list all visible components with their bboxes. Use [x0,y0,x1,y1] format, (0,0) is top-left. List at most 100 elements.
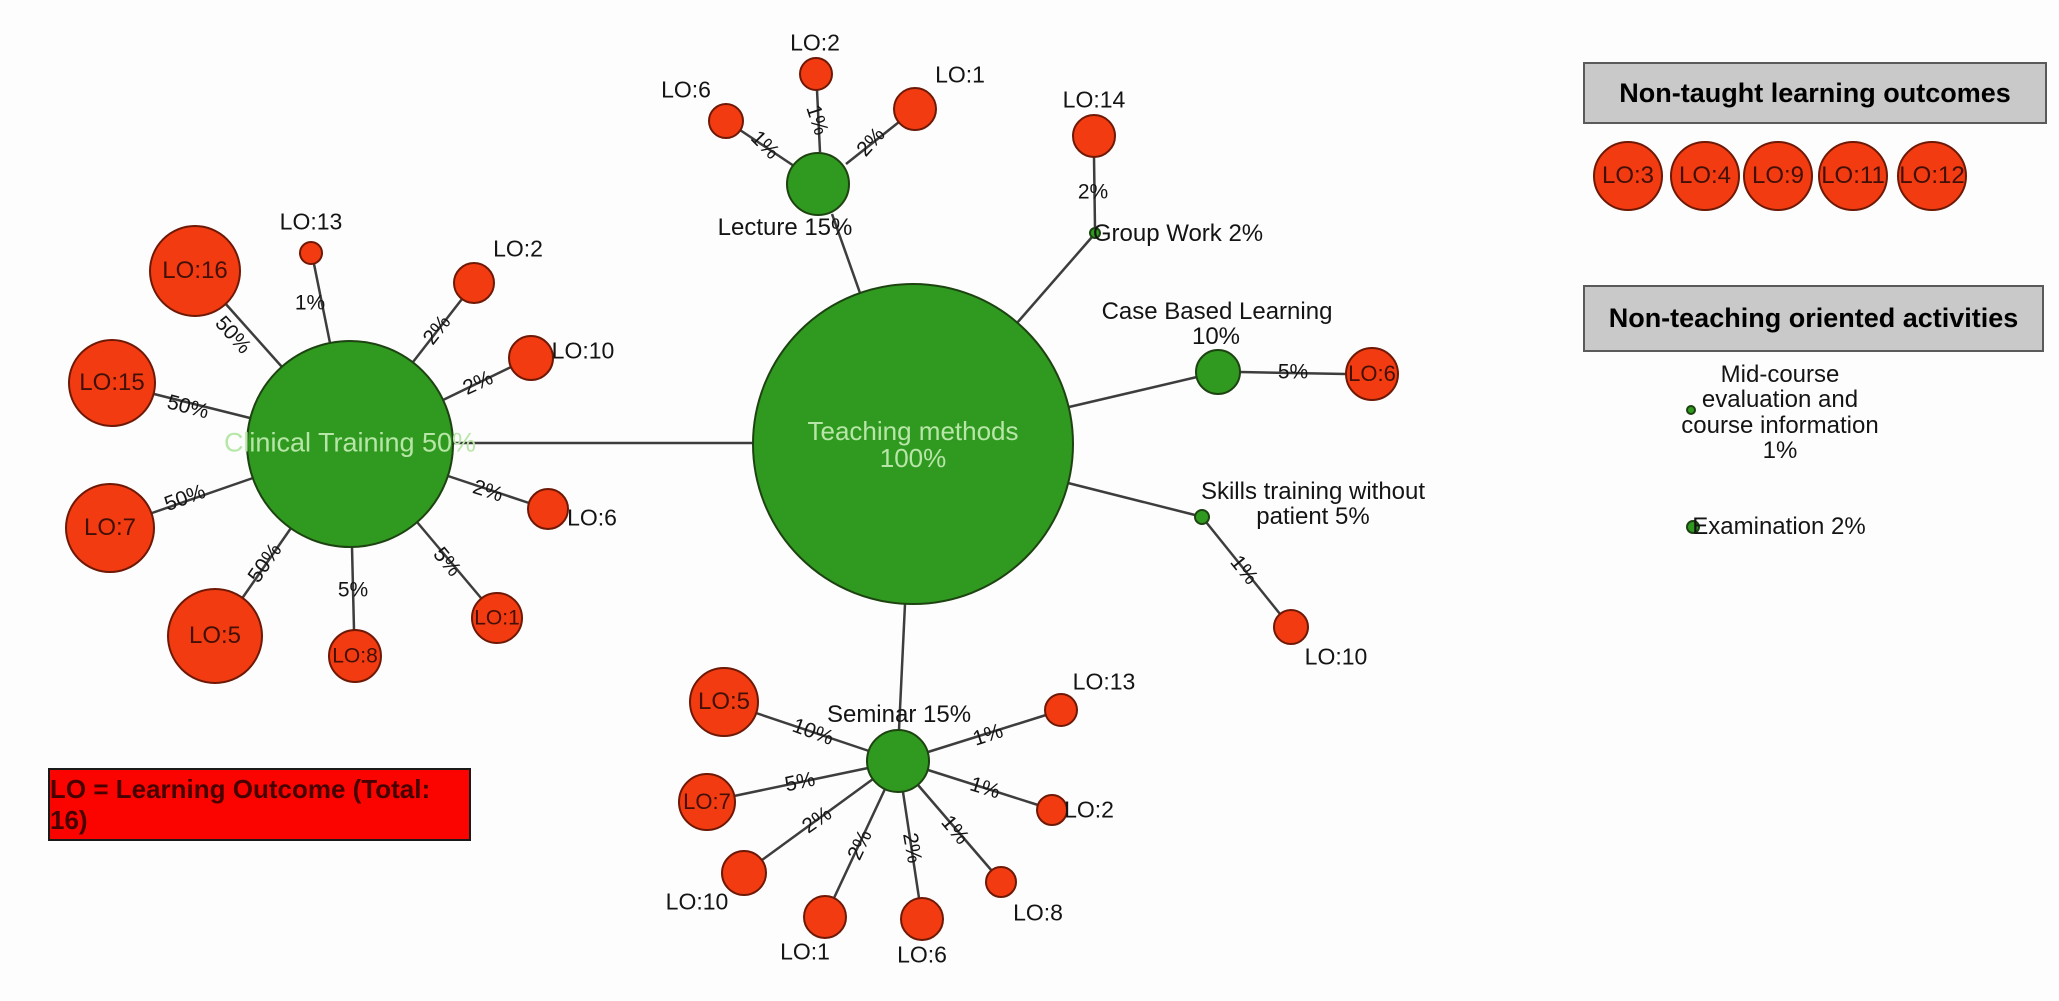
node-examination-dot [1686,520,1700,534]
clinical-lo7-label: LO:7 [83,514,137,541]
edge-clinical-lo6 [447,474,530,505]
cbl-lo6-label: LO:6 [1348,361,1396,386]
clinical-training-label: Clinical Training 50% [223,427,477,458]
node-seminar-lo5 [689,667,759,737]
edge-teaching-lecture [830,213,862,294]
node-lecture-lo2 [799,57,833,91]
node-skills-training [1194,509,1210,525]
clinical-lo8-pct: 5% [337,578,369,602]
seminar-lo10-label: LO:10 [665,888,729,915]
edge-cbl-lo6 [1239,370,1347,376]
skills-label-line2: patient 5% [1256,503,1370,530]
seminar-lo5-label: LO:5 [697,688,751,715]
edge-seminar-lo2 [927,768,1039,807]
seminar-lo7-label: LO:7 [683,789,731,814]
nontaught-lo9-label: LO:9 [1751,162,1805,189]
edge-clinical-lo5 [239,527,293,601]
edge-clinical-lo7 [151,476,254,515]
cbl-label-line2: 10% [1191,323,1241,350]
node-clinical-lo15 [68,339,156,427]
node-seminar-lo8 [985,866,1017,898]
non-teaching-title: Non-teaching oriented activities [1608,303,2019,333]
legend-text: LO = Learning Outcome (Total: 16) [50,773,431,835]
node-lecture [786,152,850,216]
edge-clinical-lo13 [312,263,332,344]
edge-seminar-lo13 [927,713,1047,754]
outcome-nodes [65,57,1967,941]
node-group-work [1089,227,1101,239]
node-clinical-lo5 [167,588,263,684]
nontaught-lo4-label: LO:4 [1678,162,1732,189]
node-clinical-lo2 [453,262,495,304]
teaching-methods-label-line2: 100% [879,443,947,473]
non-taught-header: Non-taught learning outcomes [1583,62,2047,124]
node-seminar-lo6 [900,897,944,941]
node-clinical-lo10 [508,335,554,381]
non-taught-title: Non-taught learning outcomes [1619,77,2011,108]
node-seminar-lo2 [1036,794,1068,826]
seminar-lo6-label: LO:6 [897,941,947,968]
clinical-lo1-label: LO:1 [474,606,520,630]
edge-teaching-skills [1067,481,1196,517]
node-clinical-lo7 [65,483,155,573]
midcourse-line2: evaluation and [1701,386,1859,413]
node-case-based-learning [1195,349,1241,395]
nontaught-lo12-label: LO:12 [1899,162,1965,189]
node-nontaught-lo3 [1593,141,1663,211]
cbl-lo6-pct: 5% [1277,360,1309,384]
seminar-lo13-label: LO:13 [1072,668,1136,695]
edge-seminar-lo8 [917,784,993,872]
clinical-lo5-label: LO:5 [188,622,242,649]
clinical-lo6-label: LO:6 [567,504,617,531]
edge-teaching-cbl [1068,375,1198,409]
midcourse-line3: course information [1681,412,1879,439]
seminar-lo6-pct: 2% [898,831,926,865]
midcourse-line1: Mid-course [1720,361,1840,388]
edge-seminar-lo10 [761,777,874,862]
clinical-lo8-label: LO:8 [332,644,378,668]
edge-seminar-lo6 [901,791,921,899]
nontaught-lo11-label: LO:11 [1821,162,1885,189]
node-clinical-lo13 [299,241,323,265]
node-seminar [866,729,930,793]
edge-lecture-lo1 [845,121,900,165]
nontaught-lo3-label: LO:3 [1601,162,1655,189]
clinical-lo15-label: LO:15 [79,369,145,396]
node-nontaught-lo4 [1670,141,1740,211]
edge-clinical-lo15 [153,392,251,420]
edge-clinical-lo2 [412,298,463,363]
node-nontaught-lo9 [1743,141,1813,211]
node-cbl-lo6 [1345,347,1399,401]
seminar-label: Seminar 15% [826,701,972,728]
cbl-label-line1: Case Based Learning [1101,298,1333,325]
node-clinical-lo6 [527,488,569,530]
node-seminar-lo13 [1044,693,1078,727]
groupwork-lo14-pct: 2% [1077,180,1109,204]
skills-label-line1: Skills training without [1200,478,1426,505]
node-midcourse-dot [1686,405,1696,415]
edge-skills-lo10 [1205,521,1281,615]
clinical-lo10-label: LO:10 [551,337,615,364]
lecture-label: Lecture 15% [717,214,853,241]
node-nontaught-lo12 [1897,141,1967,211]
node-seminar-lo7 [678,773,736,831]
clinical-lo13-pct: 1% [294,291,326,315]
midcourse-line4: 1% [1762,437,1798,464]
lecture-lo6-label: LO:6 [661,76,711,103]
lecture-lo2-label: LO:2 [790,29,840,56]
node-clinical-lo1 [471,592,523,644]
method-nodes [246,152,1700,793]
node-clinical-training [246,340,454,548]
clinical-lo2-label: LO:2 [493,235,543,262]
edge-teaching-groupwork [1016,236,1093,324]
edge-seminar-lo5 [755,711,870,753]
group-work-label: Group Work 2% [1092,220,1264,247]
legend-box: LO = Learning Outcome (Total: 16) [48,768,471,841]
lecture-lo1-label: LO:1 [935,61,985,88]
groupwork-lo14-label: LO:14 [1062,86,1126,113]
node-clinical-lo8 [328,629,382,683]
edge-seminar-lo1 [832,788,887,899]
non-teaching-header: Non-teaching oriented activities [1583,285,2044,352]
examination-label: Examination 2% [1692,513,1866,540]
